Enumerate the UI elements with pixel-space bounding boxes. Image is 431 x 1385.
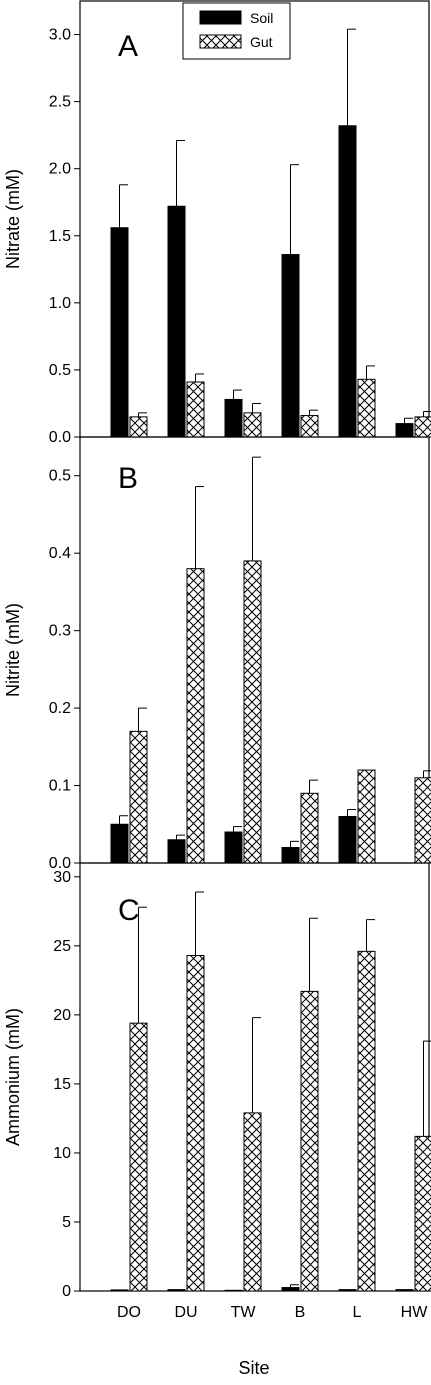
- y-tick-label: 25: [53, 938, 71, 955]
- bar-gut-do: [129, 730, 148, 864]
- y-tick-label: 0: [62, 1283, 71, 1300]
- bar-soil-do: [110, 1289, 129, 1292]
- legend-label-soil: Soil: [250, 10, 273, 26]
- bar-soil-tw: [224, 1289, 243, 1292]
- y-tick-label: 0.2: [49, 700, 71, 717]
- bar-soil-b: [281, 847, 300, 864]
- x-tick-label: L: [353, 1304, 362, 1321]
- y-tick-label: 0.5: [49, 468, 71, 485]
- y-axis-title: Nitrate (mM): [3, 169, 23, 269]
- bar-soil-du: [167, 1289, 186, 1292]
- bar-soil-hw: [395, 423, 414, 438]
- y-tick-label: 10: [53, 1145, 71, 1162]
- bar-soil-b: [281, 1287, 300, 1292]
- legend-swatch-gut: [199, 34, 242, 49]
- bar-gut-b: [300, 990, 319, 1292]
- legend-swatch-soil: [199, 10, 242, 25]
- bar-soil-tw: [224, 831, 243, 864]
- panel-letter: A: [118, 30, 138, 63]
- bar-gut-du: [186, 955, 205, 1292]
- panel-letter: C: [118, 894, 140, 927]
- legend-label-gut: Gut: [250, 34, 273, 50]
- plot-root: 0.0 0.5 1.0 1.5 2.0 2.5 3.0 Nitrate (mM) A Soil Gu…: [3, 0, 431, 1378]
- y-tick-label: 0.0: [49, 429, 71, 446]
- bar-gut-hw: [414, 1135, 431, 1292]
- panel-letter: B: [118, 462, 138, 495]
- x-tick-label: B: [295, 1304, 306, 1321]
- bar-gut-hw: [414, 416, 431, 438]
- bar-soil-do: [110, 227, 129, 438]
- y-tick-label: 2.5: [49, 94, 71, 111]
- bar-soil-tw: [224, 398, 243, 438]
- bar-gut-tw: [243, 560, 262, 864]
- y-tick-label: 15: [53, 1076, 71, 1093]
- y-tick-label: 1.5: [49, 228, 71, 245]
- bar-soil-l: [338, 1289, 357, 1292]
- y-tick-label: 0.4: [49, 545, 71, 562]
- bar-soil-du: [167, 839, 186, 864]
- bar-gut-do: [129, 416, 148, 438]
- y-tick-label: 2.0: [49, 161, 71, 178]
- legend: Soil Gut: [182, 2, 291, 60]
- bar-gut-du: [186, 381, 205, 438]
- bar-gut-l: [357, 378, 376, 438]
- bar-soil-l: [338, 816, 357, 864]
- x-tick-label: HW: [401, 1304, 429, 1321]
- y-tick-label: 30: [53, 869, 71, 886]
- bar-gut-do: [129, 1022, 148, 1292]
- x-tick-label: TW: [231, 1304, 257, 1321]
- x-tick-label: DO: [117, 1304, 141, 1321]
- bar-gut-du: [186, 568, 205, 864]
- bar-gut-tw: [243, 1112, 262, 1292]
- y-tick-label: 0.5: [49, 362, 71, 379]
- panel-a: 0.0 0.5 1.0 1.5 2.0 2.5 3.0 Nitrate (mM) A Soil Gu…: [3, 0, 431, 446]
- y-tick-label: 1.0: [49, 295, 71, 312]
- bar-gut-b: [300, 792, 319, 864]
- bar-gut-l: [357, 950, 376, 1292]
- bar-soil-hw: [395, 1289, 414, 1292]
- bar-gut-hw: [414, 777, 431, 864]
- bar-gut-l: [357, 769, 376, 864]
- bar-soil-b: [281, 254, 300, 438]
- panel-b: 0.0 0.1 0.2 0.3 0.4 0.5 Nitrite (mM) B: [3, 436, 431, 872]
- y-tick-label: 20: [53, 1007, 71, 1024]
- bar-soil-l: [338, 125, 357, 438]
- y-tick-label: 0.0: [49, 855, 71, 872]
- x-axis-title: Site: [238, 1358, 269, 1378]
- panel-c: 0 5 10 15 20 25 30 Ammonium (mM) C DO DU TW B L HW Site: [3, 862, 431, 1378]
- y-tick-label: 0.1: [49, 778, 71, 795]
- bar-soil-do: [110, 823, 129, 864]
- plot-frame: [79, 0, 430, 438]
- y-tick-label: 5: [62, 1214, 71, 1231]
- bar-gut-b: [300, 415, 319, 438]
- y-tick-label: 3.0: [49, 27, 71, 44]
- bar-gut-tw: [243, 412, 262, 438]
- y-axis-title: Nitrite (mM): [3, 603, 23, 697]
- y-axis-title: Ammonium (mM): [3, 1008, 23, 1146]
- bar-soil-du: [167, 205, 186, 438]
- x-tick-label: DU: [174, 1304, 197, 1321]
- y-tick-label: 0.3: [49, 623, 71, 640]
